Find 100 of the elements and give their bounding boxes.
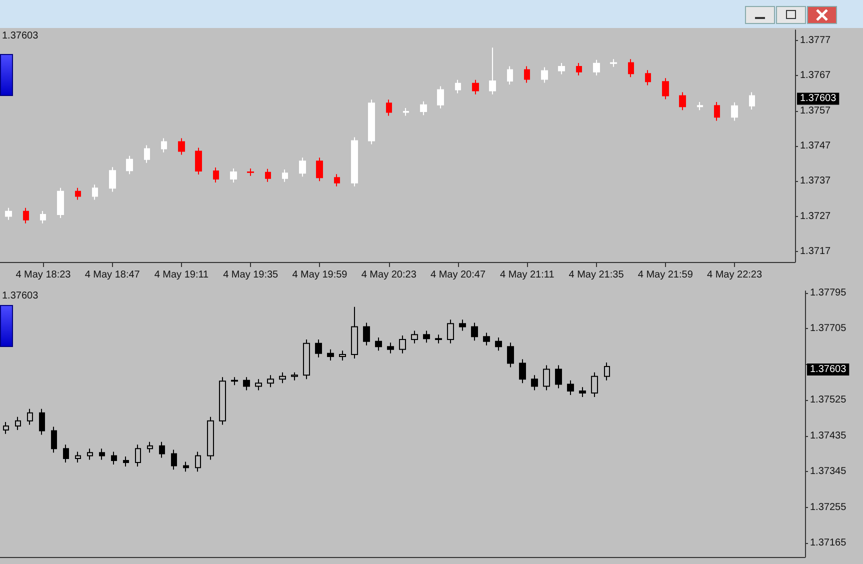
text: 1.37603: [810, 364, 847, 375]
x-tick-label: 4 May 21:35: [568, 270, 624, 280]
candlestick: [604, 362, 610, 381]
candlestick: [489, 47, 496, 95]
candlestick: [368, 99, 375, 145]
y-tick-label: 1.3757: [800, 105, 832, 116]
candlestick: [420, 100, 427, 116]
candlestick: [507, 66, 513, 85]
candlestick: [243, 376, 250, 391]
candlestick: [495, 336, 502, 352]
candlestick: [159, 441, 165, 458]
text: 1.37603: [800, 93, 837, 104]
y-tick-label: 1.37795: [810, 288, 847, 298]
annotation: 1.37603: [2, 290, 39, 302]
candlestick: [386, 99, 392, 116]
x-tick-label: 4 May 21:11: [500, 270, 555, 280]
candlestick: [576, 62, 582, 76]
x-tick-label: 4 May 20:23: [361, 270, 417, 280]
y-tick-label: 1.3727: [800, 210, 832, 222]
candlestick: [591, 372, 598, 398]
candlestick: [327, 348, 334, 361]
candlestick: [749, 92, 755, 110]
candlestick: [435, 334, 442, 344]
candlestick: [247, 168, 254, 176]
annotation: 1.37603: [2, 30, 39, 42]
candlestick: [15, 416, 21, 430]
candlestick: [126, 155, 133, 175]
candlestick: [267, 374, 274, 388]
candlestick: [543, 364, 550, 391]
candlestick: [645, 70, 651, 86]
candlestick: [40, 210, 46, 224]
x-tick-label: 4 May 18:47: [84, 270, 140, 280]
y-tick-label: 1.3767: [800, 70, 832, 82]
candlestick: [299, 157, 306, 178]
candlestick: [593, 59, 600, 76]
candlestick: [541, 66, 548, 84]
candlestick: [171, 449, 177, 470]
y-tick-label: 1.37705: [810, 323, 847, 334]
candlestick: [679, 92, 686, 111]
candlestick: [471, 322, 478, 342]
candlestick: [231, 376, 238, 386]
candlestick: [351, 136, 358, 187]
candlestick: [455, 79, 461, 94]
x-tick-label: 4 May 19:59: [292, 270, 348, 280]
candlestick: [334, 174, 340, 187]
y-tick-label: 1.37525: [810, 394, 847, 406]
x-tick-label: 4 May 18:23: [16, 270, 72, 280]
candlestick: [178, 138, 185, 156]
candlestick: [316, 157, 323, 182]
candlestick: [507, 342, 514, 368]
candlestick: [99, 448, 105, 460]
candlestick: [423, 330, 430, 344]
candlestick: [558, 62, 565, 75]
candlestick: [207, 416, 214, 460]
y-tick-label: 1.3737: [800, 176, 832, 187]
y-tick-label: 1.37435: [810, 430, 847, 442]
candlestick: [519, 358, 526, 384]
candlestick: [351, 306, 358, 360]
candlestick: [411, 330, 418, 344]
y-tick-label: 1.37165: [810, 538, 847, 549]
candlestick: [87, 448, 93, 460]
candlestick: [483, 332, 490, 346]
candlestick: [109, 166, 116, 192]
candlestick: [567, 380, 574, 396]
candlestick: [195, 451, 201, 472]
candlestick: [279, 372, 286, 384]
candlestick: [628, 58, 634, 78]
candlestick: [403, 108, 409, 116]
candlestick: [123, 456, 129, 467]
candlestick: [303, 338, 310, 380]
y-tick-label: 1.37255: [810, 502, 847, 513]
candlestick: [3, 422, 9, 434]
x-tick-label: 4 May 19:11: [154, 270, 210, 280]
x-tick-label: 4 May 21:59: [638, 270, 694, 280]
candlestick: [662, 78, 669, 100]
candlestick: [387, 342, 394, 354]
x-tick-label: 4 May 20:47: [430, 270, 486, 280]
candlestick: [399, 334, 406, 354]
y-tick-label: 1.37345: [810, 466, 847, 478]
candlestick: [731, 102, 738, 122]
candlestick: [92, 184, 98, 200]
candlestick: [23, 207, 29, 224]
y-tick-label: 1.3717: [800, 246, 832, 257]
candlestick: [75, 187, 81, 200]
candlestick: [219, 376, 226, 426]
candlestick: [111, 451, 117, 465]
candlestick: [291, 372, 298, 381]
candlestick: [230, 168, 237, 184]
candlestick: [144, 144, 150, 164]
candlestick: [339, 350, 346, 361]
y-tick-label: 1.3777: [800, 35, 832, 46]
candlestick: [135, 444, 141, 467]
candlestick: [472, 79, 479, 95]
candlestick: [213, 166, 219, 184]
candlestick: [75, 451, 81, 464]
x-tick-label: 4 May 19:35: [223, 270, 279, 280]
candlestick: [697, 102, 703, 111]
candlestick: [714, 102, 720, 122]
candlestick: [282, 169, 288, 182]
candlestick: [195, 147, 202, 175]
